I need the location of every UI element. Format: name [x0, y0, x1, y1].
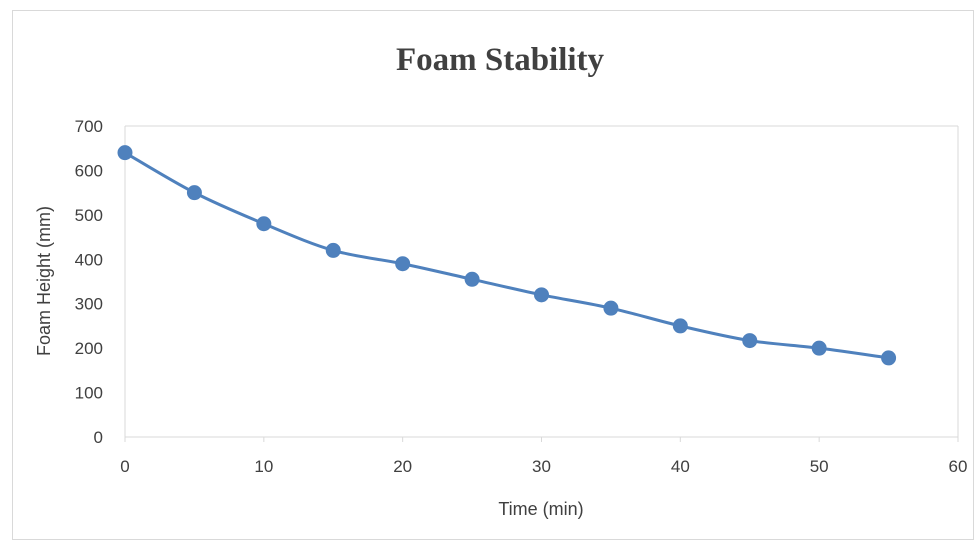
x-tick-label: 0: [120, 457, 129, 476]
data-point: [117, 145, 133, 161]
data-point: [534, 287, 549, 303]
x-tick-label: 10: [254, 457, 273, 476]
data-point: [256, 216, 272, 232]
series-line: [124, 151, 889, 360]
chart-title: Foam Stability: [396, 42, 605, 78]
series-group: [117, 145, 897, 366]
y-tick-label: 100: [75, 384, 103, 403]
y-tick-label: 200: [75, 339, 103, 358]
y-tick-label: 0: [94, 428, 103, 447]
data-point: [186, 185, 202, 201]
x-tick-label: 60: [949, 457, 968, 476]
foam-stability-chart: Foam Stability 0 100 200 300 400 500 600 700 0 10…: [34, 42, 968, 519]
data-point: [395, 256, 411, 272]
x-tick-label: 50: [810, 457, 829, 476]
chart-area: [12, 10, 974, 540]
y-tick-label: 700: [75, 117, 103, 136]
x-tick-label: 20: [393, 457, 412, 476]
data-point: [464, 271, 480, 287]
y-axis-title: Foam Height (mm): [34, 206, 54, 356]
data-point: [603, 300, 619, 316]
x-axis-title: Time (min): [498, 499, 583, 519]
y-tick-label: 500: [75, 206, 103, 225]
x-tick-label: 40: [671, 457, 690, 476]
data-point: [881, 350, 897, 366]
y-tick-label: 600: [75, 161, 103, 180]
data-point: [742, 333, 758, 349]
y-tick-label: 300: [75, 295, 103, 314]
axes: [124, 125, 959, 438]
data-point: [811, 340, 827, 356]
data-point: [325, 242, 341, 258]
tick-labels: 0 100 200 300 400 500 600 700 0 10 20 30 40 50 60: [75, 117, 968, 476]
data-point: [672, 318, 688, 334]
y-tick-label: 400: [75, 250, 103, 269]
x-tick-label: 30: [532, 457, 551, 476]
